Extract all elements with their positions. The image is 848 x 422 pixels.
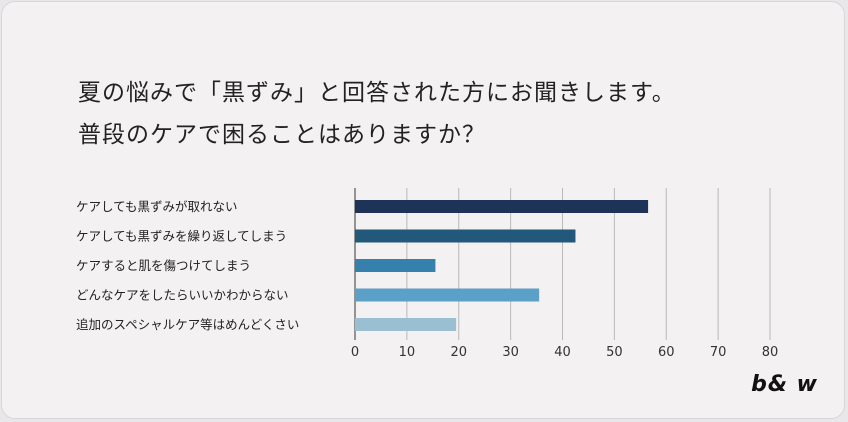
bars — [355, 200, 649, 331]
category-label: ケアすると肌を傷つけてしまう — [76, 258, 251, 273]
x-tick-label: 70 — [710, 345, 727, 360]
category-label: 追加のスペシャルケア等はめんどくさい — [76, 317, 299, 332]
brand-logo: b& w — [751, 372, 818, 397]
x-tick-label: 50 — [606, 345, 623, 360]
bar — [355, 200, 649, 213]
x-tick-label: 10 — [399, 345, 416, 360]
x-tick-label: 0 — [351, 345, 359, 360]
question-title-line1: 夏の悩みで「黒ずみ」と回答された方にお聞きします。 — [78, 80, 676, 106]
x-tick-label: 20 — [450, 345, 467, 360]
bar — [355, 318, 457, 331]
x-tick-label: 40 — [554, 345, 571, 360]
question-title: 夏の悩みで「黒ずみ」と回答された方にお聞きします。 普段のケアで困ることはありま… — [78, 72, 676, 156]
category-label: ケアしても黒ずみが取れない — [76, 199, 238, 214]
x-tick-label: 30 — [502, 345, 519, 360]
x-tick-label: 80 — [762, 345, 779, 360]
grid-lines — [354, 188, 771, 340]
question-title-line2: 普段のケアで困ることはありますか？ — [78, 122, 486, 148]
category-label: どんなケアをしたらいいかわからない — [76, 288, 289, 303]
bar — [355, 259, 436, 272]
x-tick-labels: 0 10 20 30 40 50 60 70 80 — [351, 345, 778, 360]
x-tick-label: 60 — [658, 345, 675, 360]
bar — [355, 288, 540, 302]
category-label: ケアしても黒ずみを繰り返してしまう — [76, 229, 287, 244]
bar — [355, 229, 576, 243]
category-labels: ケアしても黒ずみが取れないケアしても黒ずみを繰り返してしまうケアすると肌を傷つけ… — [76, 199, 299, 332]
